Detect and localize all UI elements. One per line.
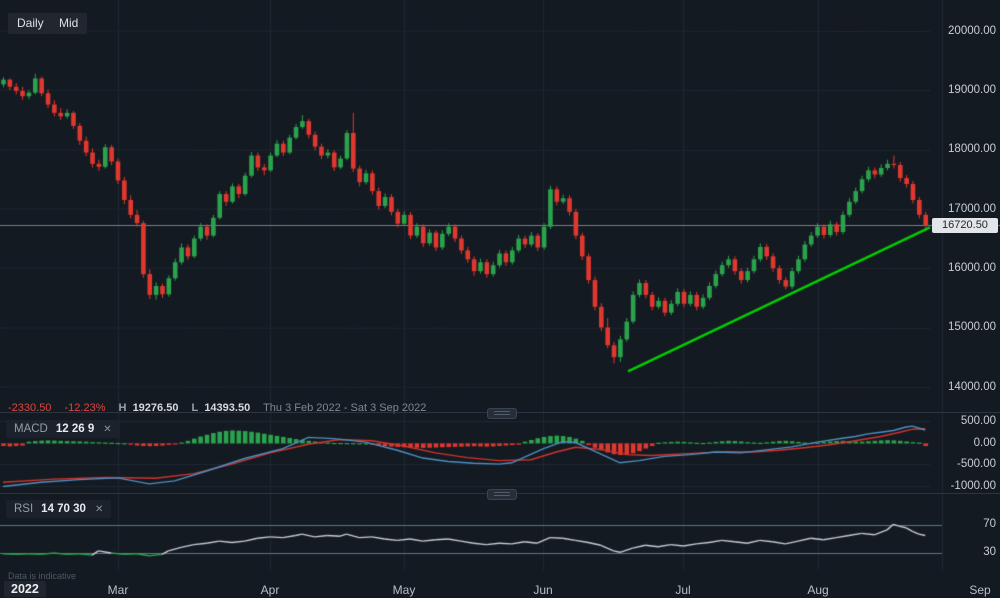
month-label: Aug [807,583,829,597]
rsi-label: RSI [14,503,34,515]
year-label: 2022 [4,581,46,597]
price-tick: 19000.00 [948,84,996,96]
macd-panel-resize-handle[interactable] [487,408,517,419]
month-label: Jun [533,583,553,597]
low-value: 14393.50 [204,402,251,414]
low-label: L [191,402,199,414]
macd-tick: 500.00 [960,415,996,427]
macd-params: 12 26 9 [55,423,95,435]
macd-label: MACD [14,423,48,435]
data-indicative-note: Data is indicative [8,571,77,581]
macd-close-icon[interactable]: ✕ [103,424,112,435]
price-tick: 15000.00 [948,321,996,333]
session-stats: -2330.50 -12.23% H 19276.50 L 14393.50 T… [8,402,436,414]
price-tick: 16000.00 [948,262,996,274]
rsi-tick: 70 [983,518,996,530]
month-label: Jul [675,583,691,597]
macd-indicator-chip[interactable]: MACD 12 26 9 ✕ [6,420,120,438]
month-label: Sep [969,583,991,597]
change-value: -2330.50 [8,402,52,414]
macd-tick: 0.00 [973,437,996,449]
change-percent: -12.23% [64,402,106,414]
macd-tick: -1000.00 [950,480,996,492]
rsi-close-icon[interactable]: ✕ [94,504,104,515]
timeframe-button-daily[interactable]: Daily [8,13,53,34]
rsi-indicator-chip[interactable]: RSI 14 70 30 ✕ [6,500,112,518]
month-label: Apr [260,583,280,597]
price-tick: 17000.00 [948,203,996,215]
rsi-panel-resize-handle[interactable] [487,489,517,500]
macd-tick: -500.00 [956,458,996,470]
month-label: Mar [107,583,129,597]
price-type-button-mid[interactable]: Mid [50,13,88,34]
rsi-tick: 30 [983,546,996,558]
price-tick: 14000.00 [948,381,996,393]
current-price-tag: 16720.50 [932,218,998,233]
price-tick: 18000.00 [948,143,996,155]
price-tick: 20000.00 [948,25,996,37]
month-label: May [392,583,416,597]
high-value: 19276.50 [132,402,179,414]
date-range: Thu 3 Feb 2022 - Sat 3 Sep 2022 [263,402,427,414]
rsi-params: 14 70 30 [41,503,86,515]
high-label: H [118,402,127,414]
